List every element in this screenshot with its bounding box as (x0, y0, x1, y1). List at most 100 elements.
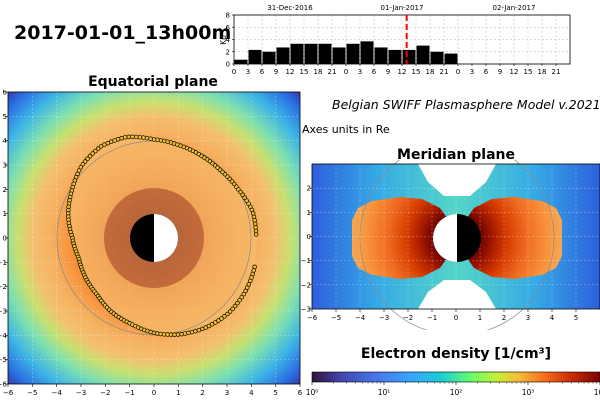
plasmapause-marker (230, 306, 235, 312)
plasmapause-marker (253, 225, 258, 230)
eq-x-tick-label: 4 (249, 389, 254, 397)
eq-x-tick-label: −4 (52, 389, 63, 397)
kp-x-tick-label: 6 (484, 68, 489, 76)
eq-y-tick-label: 6 (3, 90, 8, 97)
kp-bar (318, 43, 332, 64)
plasmapause-marker (93, 148, 98, 154)
kp-y-tick-label: 0 (226, 61, 230, 69)
kp-day-label: 31-Dec-2016 (267, 4, 313, 12)
eq-y-tick-label: −3 (0, 308, 7, 316)
plasmapause-marker (252, 264, 257, 270)
kp-x-tick-label: 9 (386, 68, 390, 76)
datetime-title: 2017-01-01_13h00m (14, 22, 232, 44)
mer-x-tick-label: 3 (526, 314, 530, 322)
eq-y-tick-label: 3 (3, 162, 7, 170)
eq-x-tick-label: −3 (76, 389, 86, 397)
plasmapause-marker (130, 134, 135, 140)
colorbar-tick-label: 10⁴ (594, 388, 600, 397)
plasmapause-marker (227, 309, 233, 314)
mer-x-tick-label: 1 (478, 314, 482, 322)
kp-bar (360, 41, 374, 64)
kp-y-tick-label: 2 (226, 48, 230, 56)
kp-x-tick-label: 9 (498, 68, 502, 76)
kp-x-tick-label: 12 (510, 68, 519, 76)
kp-x-tick-label: 15 (412, 68, 421, 76)
kp-x-tick-label: 21 (552, 68, 561, 76)
plasmapause-marker (235, 300, 240, 306)
colorbar-tick-label: 10³ (522, 388, 535, 397)
eq-y-tick-label: −6 (0, 381, 8, 389)
eq-y-tick-label: −5 (0, 356, 7, 364)
mer-x-tick-label: 4 (550, 314, 555, 322)
kp-x-tick-label: 12 (398, 68, 407, 76)
kp-x-tick-label: 6 (260, 68, 265, 76)
eq-x-tick-label: −1 (125, 389, 135, 397)
kp-bar (444, 53, 458, 64)
kp-y-axis-label: Kp (219, 35, 228, 45)
plasmapause-marker (144, 135, 150, 141)
kp-x-tick-label: 3 (470, 68, 474, 76)
kp-bar (248, 49, 262, 64)
plasmapause-marker (222, 314, 227, 319)
kp-day-label: 02-Jan-2017 (493, 4, 536, 12)
eq-y-tick-label: −1 (0, 259, 7, 267)
eq-x-tick-label: 1 (176, 389, 180, 397)
plasmapause-marker (213, 320, 218, 325)
mer-x-tick-label: −1 (427, 314, 437, 322)
kp-bar (346, 43, 360, 64)
kp-x-tick-label: 18 (426, 68, 435, 76)
meridian-polar-voids (418, 164, 496, 309)
eq-x-tick-label: 3 (225, 389, 229, 397)
kp-y-tick-label: 4 (226, 36, 231, 44)
mer-x-tick-label: −4 (355, 314, 366, 322)
plasmapause-marker (90, 151, 95, 156)
colorbar-tick-label: 10¹ (378, 388, 391, 397)
earth-day-side (154, 214, 178, 262)
colorbar-tick-label: 10⁰ (306, 388, 319, 397)
plasmapause-marker (137, 134, 143, 140)
kp-bar (304, 43, 318, 64)
eq-y-tick-label: 5 (3, 113, 7, 121)
kp-bar (430, 51, 444, 64)
plasmapause-marker (126, 134, 132, 140)
kp-bar (276, 47, 290, 64)
kp-x-tick-label: 15 (300, 68, 309, 76)
eq-y-tick-label: −2 (0, 283, 7, 291)
eq-y-tick-label: 0 (3, 235, 7, 243)
kp-bar (262, 51, 276, 64)
kp-x-tick-label: 0 (232, 68, 236, 76)
kp-bar-chart: 0 2 4 6 8 0 3 6 9 12 15 18 21 0 3 6 9 12 15 18 21 0 3 6 9 12 15 18… (219, 4, 571, 76)
plasmapause-marker (225, 311, 230, 317)
plasmapause-marker (98, 144, 104, 149)
plasmapause-marker (87, 153, 93, 159)
kp-bar (290, 43, 304, 64)
mer-y-tick-label: −2 (301, 281, 311, 289)
plasmapause-marker (241, 291, 247, 297)
earth-day-side (433, 214, 457, 262)
plasmapause-marker (82, 159, 88, 164)
kp-x-tick-label: 0 (344, 68, 348, 76)
meridian-plane-title: Meridian plane (397, 147, 515, 163)
mer-x-tick-label: 5 (574, 314, 578, 322)
mer-x-tick-label: 2 (502, 314, 506, 322)
mer-y-tick-label: −1 (301, 257, 311, 265)
plasmapause-marker (85, 156, 90, 162)
colorbar-tick-label: 10² (450, 388, 463, 397)
eq-x-tick-label: 2 (200, 389, 204, 397)
mer-x-tick-label: −5 (331, 314, 341, 322)
meridian-plasmasphere-lobes (352, 197, 562, 279)
kp-bar (402, 49, 416, 64)
units-note: Axes units in Re (302, 123, 390, 136)
equatorial-plane-title: Equatorial plane (88, 74, 218, 90)
plasmapause-marker (252, 221, 258, 227)
eq-x-tick-label: −5 (27, 389, 37, 397)
eq-x-tick-label: −6 (3, 389, 14, 397)
eq-y-tick-label: 4 (3, 137, 8, 145)
eq-x-tick-label: −2 (100, 389, 110, 397)
mer-y-tick-label: 0 (307, 233, 311, 241)
mer-y-tick-label: 2 (307, 185, 311, 193)
plasmapause-marker (251, 268, 256, 273)
kp-x-tick-label: 12 (286, 68, 295, 76)
eq-y-tick-label: 1 (3, 210, 7, 218)
kp-x-tick-label: 6 (372, 68, 377, 76)
